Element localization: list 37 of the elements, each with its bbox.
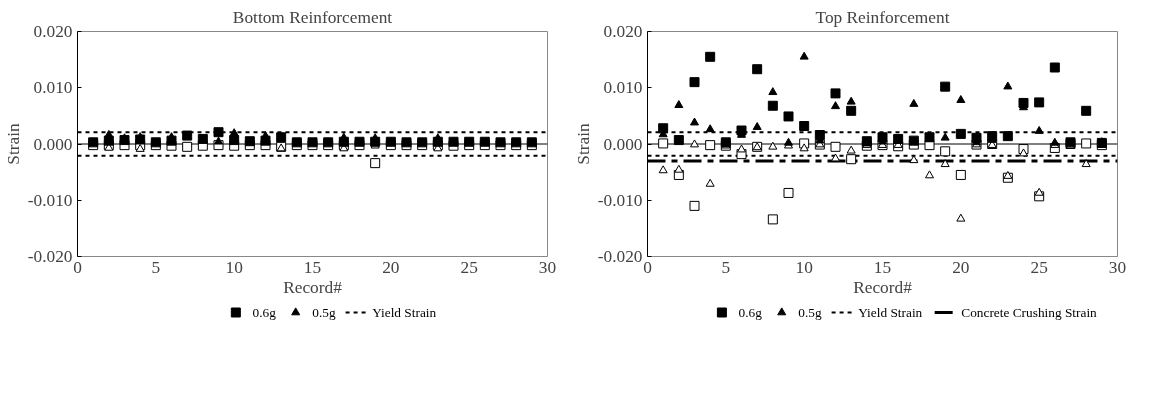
x-tick-label: 5	[721, 257, 731, 277]
x-tick-label: 15	[873, 257, 892, 277]
legend-label: Concrete Crushing Strain	[961, 305, 1098, 320]
y-tick-label: -0.010	[27, 190, 73, 210]
x-tick-label: 30	[538, 257, 557, 277]
legend-label: Yield Strain	[372, 305, 437, 320]
x-tick-label: 25	[460, 257, 478, 277]
legend-label: 0.5g	[312, 305, 336, 320]
y-tick-label: 0.000	[603, 134, 643, 154]
x-tick-label: 5	[151, 257, 161, 277]
x-tick-label: 0	[73, 257, 82, 277]
y-tick-label: 0.010	[33, 78, 73, 98]
y-axis-title: Strain	[573, 122, 593, 165]
legend-label: Yield Strain	[858, 305, 923, 320]
chart-title: Bottom Reinforcement	[232, 7, 393, 27]
x-tick-label: 20	[382, 257, 400, 277]
x-tick-label: 25	[1030, 257, 1048, 277]
x-tick-label: 15	[303, 257, 322, 277]
x-tick-label: 10	[225, 257, 243, 277]
y-tick-label: -0.020	[27, 247, 73, 266]
y-tick-label: -0.010	[597, 190, 643, 210]
y-tick-label: 0.020	[603, 22, 643, 41]
x-tick-label: 30	[1108, 257, 1127, 277]
y-axis-title: Strain	[3, 122, 23, 165]
x-axis-title: Record#	[283, 277, 343, 297]
y-tick-label: 0.020	[33, 22, 73, 41]
y-tick-label: 0.000	[33, 134, 73, 154]
chart-title: Top Reinforcement	[815, 7, 950, 27]
x-tick-label: 0	[643, 257, 652, 277]
legend-label: 0.5g	[798, 305, 823, 320]
legend-label: 0.6g	[738, 305, 763, 320]
x-axis-title: Record#	[853, 277, 913, 297]
y-tick-label: 0.010	[603, 78, 643, 98]
x-tick-label: 20	[952, 257, 970, 277]
x-tick-label: 10	[795, 257, 813, 277]
legend-label: 0.6g	[252, 305, 277, 320]
y-tick-label: -0.020	[597, 247, 643, 266]
